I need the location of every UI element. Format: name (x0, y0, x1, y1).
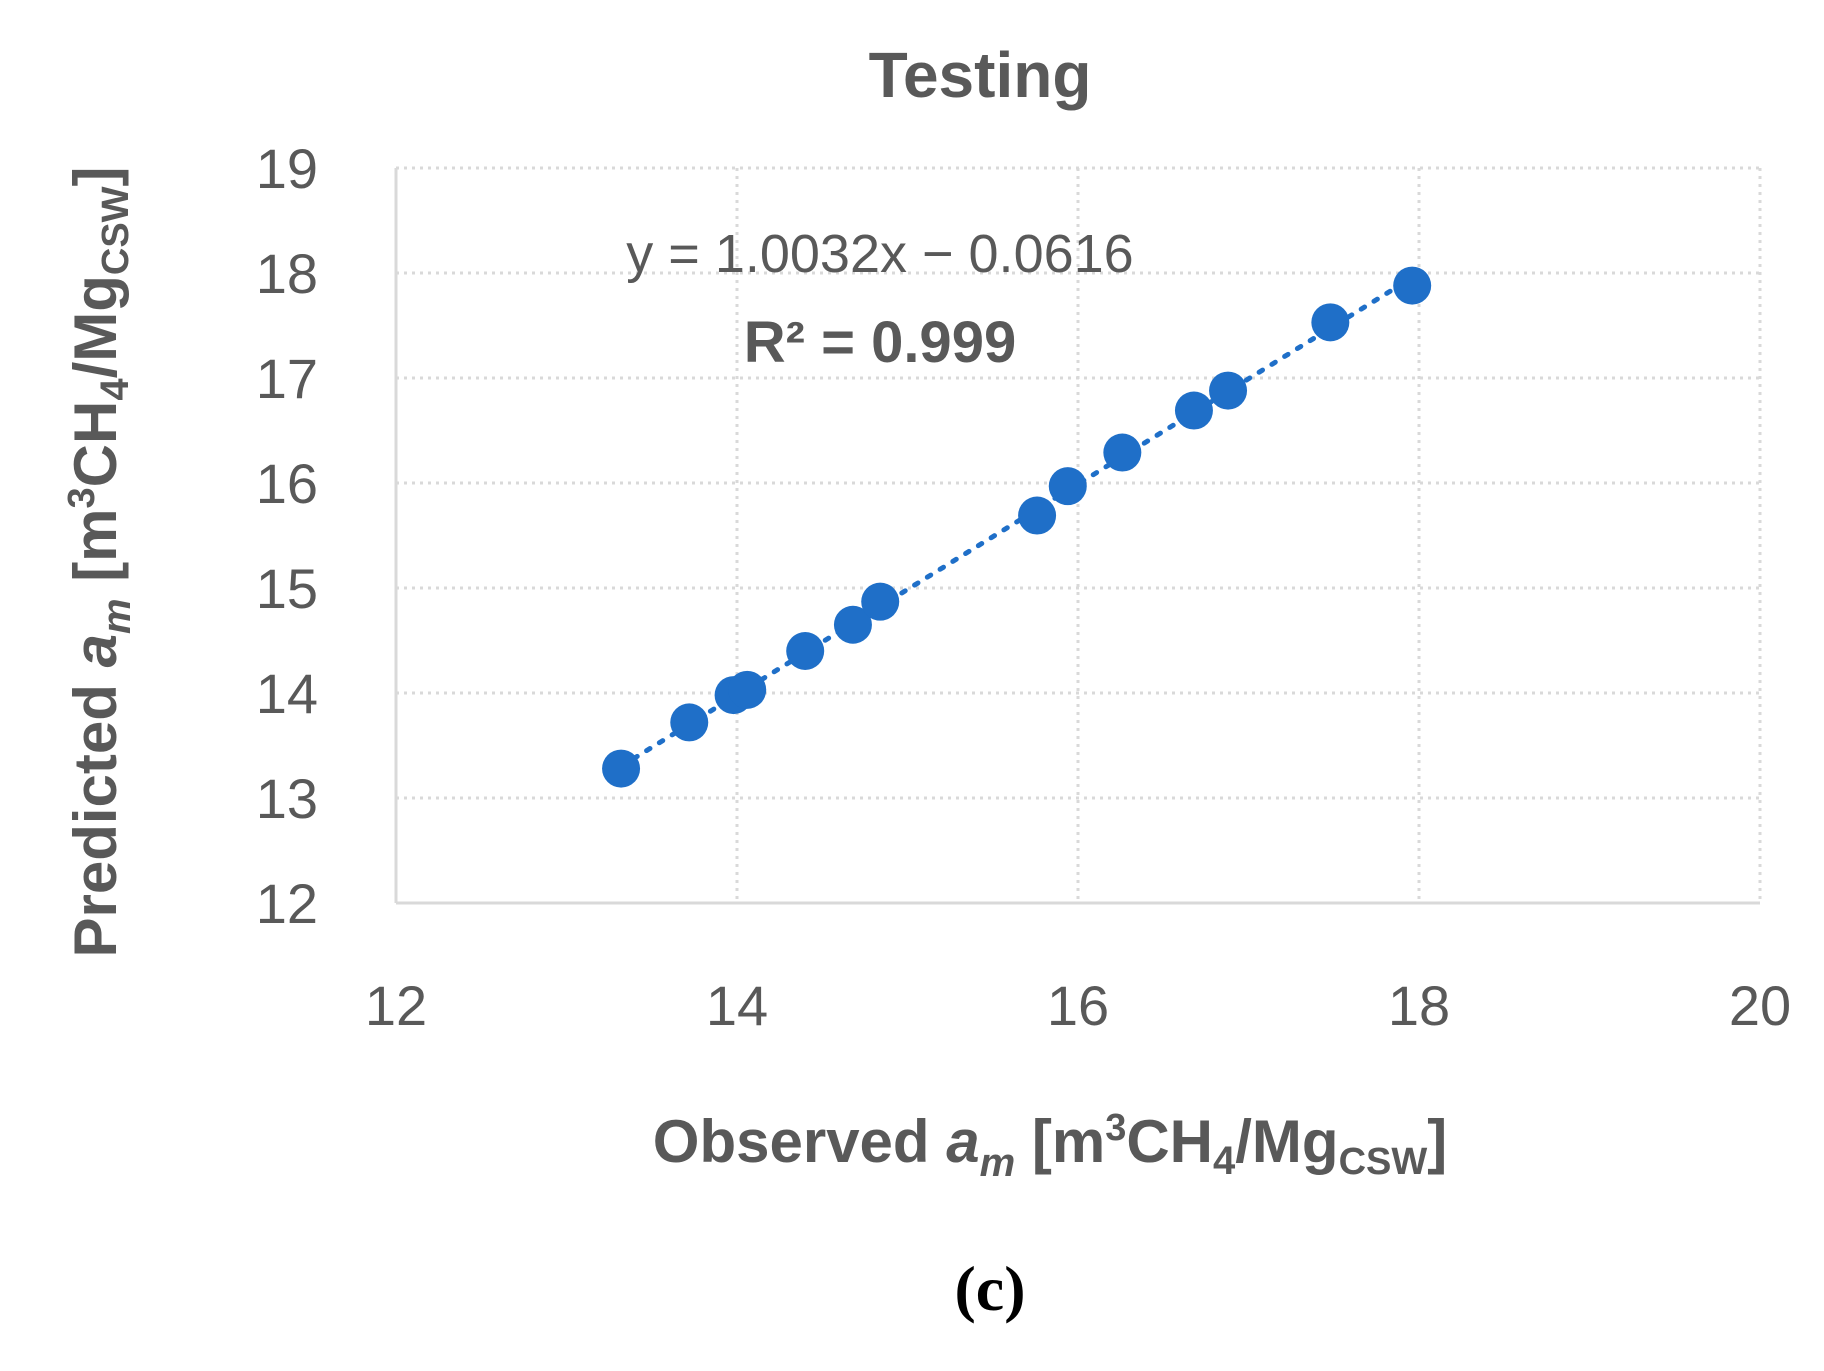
data-point (1103, 433, 1142, 472)
data-point (1018, 496, 1057, 535)
y-tick-label: 19 (256, 137, 318, 200)
data-point (1174, 391, 1213, 430)
y-tick-label: 16 (256, 452, 318, 515)
data-point (1048, 467, 1087, 506)
y-tick-labels: 12 13 14 15 16 17 18 19 (256, 137, 318, 935)
chart-title: Testing (869, 39, 1092, 111)
trendline-equation: y = 1.0032x − 0.0616 (626, 224, 1133, 284)
data-points (602, 266, 1432, 788)
data-point (1209, 371, 1248, 410)
panel-caption: (c) (954, 1253, 1025, 1324)
x-tick-label: 12 (365, 974, 427, 1037)
x-tick-label: 20 (1729, 974, 1791, 1037)
y-tick-label: 15 (256, 557, 318, 620)
data-point (670, 703, 709, 742)
y-tick-label: 17 (256, 347, 318, 410)
x-tick-labels: 12 14 16 18 20 (365, 974, 1791, 1037)
data-point (602, 749, 641, 788)
y-tick-label: 18 (256, 242, 318, 305)
data-point (728, 670, 767, 709)
x-tick-label: 14 (706, 974, 768, 1037)
x-tick-label: 18 (1388, 974, 1450, 1037)
r-squared-label: R² = 0.999 (744, 310, 1016, 375)
y-tick-label: 14 (256, 662, 318, 725)
data-point (861, 582, 900, 621)
x-axis-label: Observed am [m3CH4/MgCSW] (653, 1107, 1447, 1185)
data-point (1311, 303, 1350, 342)
y-tick-label: 13 (256, 767, 318, 830)
data-point (833, 605, 872, 644)
y-tick-label: 12 (256, 872, 318, 935)
y-axis-label: Predicted am [m3CH4/MgCSW] (61, 166, 139, 957)
data-point (786, 632, 825, 670)
data-point (1393, 266, 1432, 305)
x-tick-label: 16 (1047, 974, 1109, 1037)
